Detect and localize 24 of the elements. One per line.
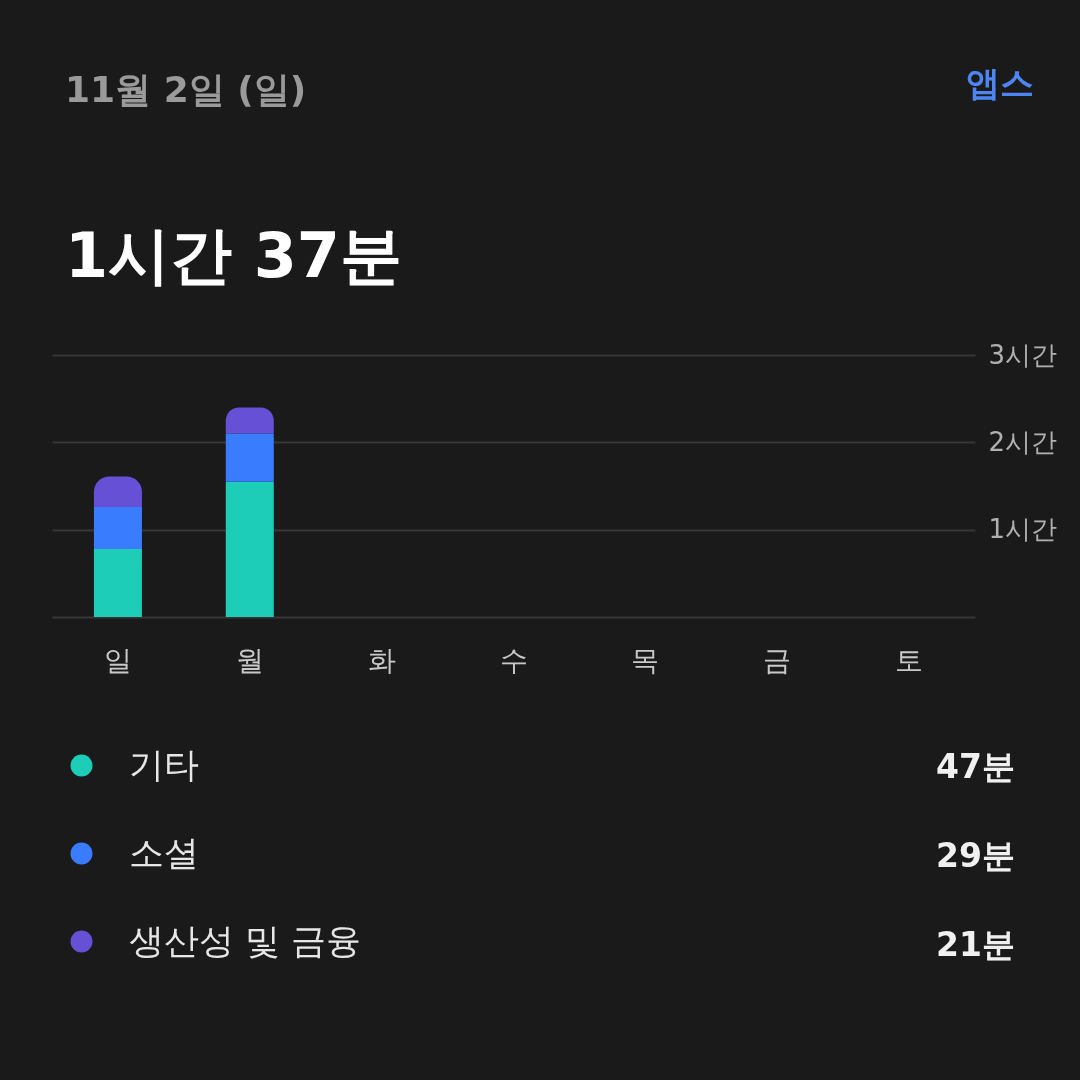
- text: 29분: [936, 836, 1015, 875]
- bar: [93, 506, 142, 549]
- x-tick-label: 일: [103, 643, 132, 677]
- y-tick-label: 3시간: [988, 339, 1058, 370]
- legend-label: 소셜: [129, 832, 199, 873]
- x-tick-label: 목: [631, 643, 660, 677]
- y-tick-label: 1시간: [988, 514, 1058, 545]
- x-tick-label: 화: [367, 643, 396, 677]
- bar: [225, 433, 274, 482]
- bar: [93, 548, 142, 617]
- chart-title: 11월 2일 (일): [65, 69, 307, 110]
- bar: [225, 481, 274, 617]
- text: 앱스: [966, 63, 1034, 103]
- text: 47분: [936, 747, 1015, 786]
- x-tick-label: 수: [499, 643, 528, 677]
- x-tick-label: 토: [895, 643, 924, 677]
- legend-label: 생산성 및 금융: [129, 920, 362, 961]
- text: 21분: [936, 925, 1015, 964]
- chart-subtitle: 1시간 37분: [65, 219, 403, 292]
- legend-label: 기타: [129, 744, 199, 785]
- x-tick-label: 금: [763, 643, 792, 677]
- y-tick-label: 2시간: [988, 426, 1058, 457]
- bar: [225, 407, 274, 434]
- x-tick-label: 월: [235, 643, 264, 677]
